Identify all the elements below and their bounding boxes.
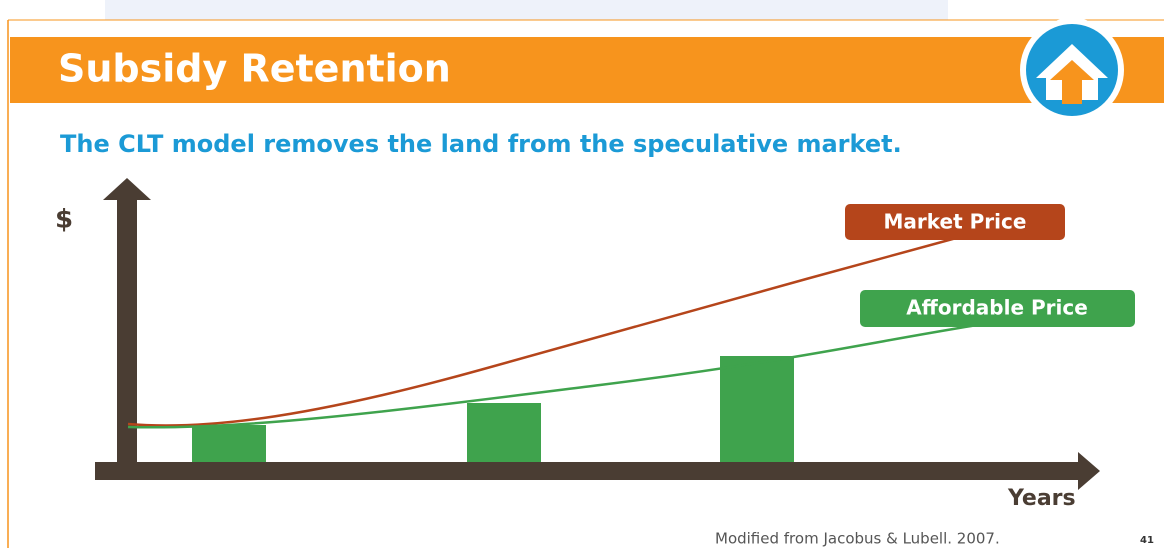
affordable-price-box xyxy=(860,290,1135,327)
line-label: Market Price xyxy=(884,210,1027,234)
subtitle: The CLT model removes the land from the … xyxy=(60,130,902,158)
affordable-price-line xyxy=(127,321,991,429)
line-label: Affordable Price xyxy=(906,296,1088,320)
market-price-line xyxy=(127,235,961,427)
axes xyxy=(95,178,1100,490)
bar xyxy=(467,403,541,462)
top-strip xyxy=(105,0,948,20)
header-band xyxy=(10,37,1164,103)
bar xyxy=(192,425,266,462)
x-axis-label: Years xyxy=(1007,486,1076,511)
source: Modified from Jacobus & Lubell. 2007. xyxy=(715,530,1000,548)
page-number: 41 xyxy=(1140,535,1154,546)
logo xyxy=(1020,18,1124,122)
title: Subsidy Retention xyxy=(58,47,451,91)
y-axis-label: $ xyxy=(55,205,73,235)
bar xyxy=(720,356,794,462)
market-price-box xyxy=(845,204,1065,240)
